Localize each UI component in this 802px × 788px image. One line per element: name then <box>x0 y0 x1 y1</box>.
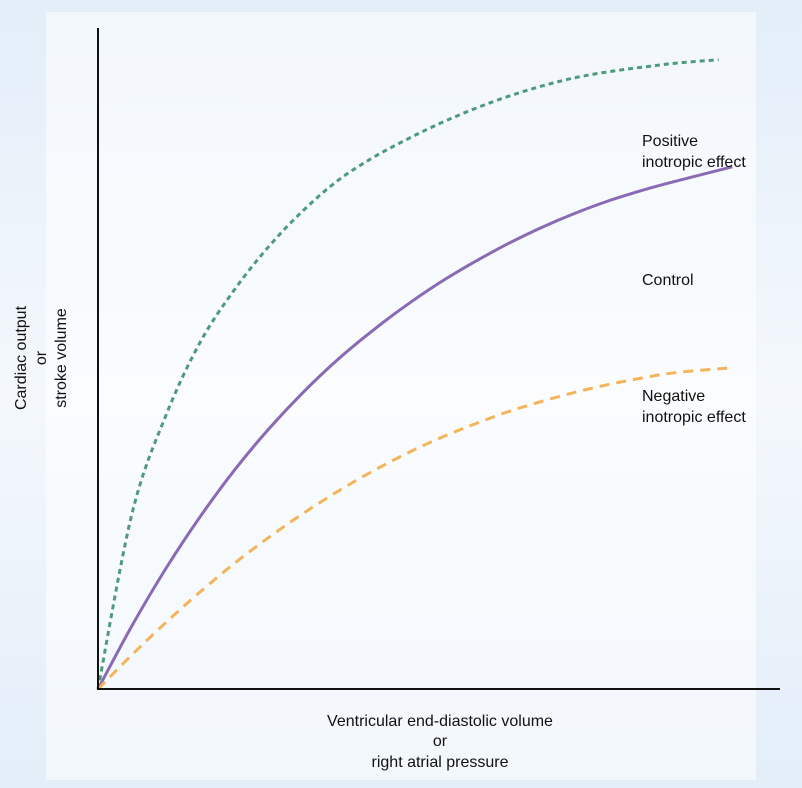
x-axis-label: Ventricular end-diastolic volume or righ… <box>327 713 553 771</box>
plot-panel <box>46 12 756 780</box>
series-layer <box>96 58 733 691</box>
x-axis-label-line-3: right atrial pressure <box>372 754 509 771</box>
series-label-negative-line-1: Negative <box>642 388 705 405</box>
series-label-control: Control <box>642 272 694 289</box>
series-label-positive-line-1: Positive <box>642 133 698 150</box>
y-axis-label-line-1: Cardiac output <box>13 305 30 410</box>
y-axis-label: Cardiac output or stroke volume <box>13 305 70 410</box>
series-label-negative: Negative inotropic effect <box>642 388 746 426</box>
series-label-positive: Positive inotropic effect <box>642 133 746 171</box>
series-line-control <box>96 165 733 690</box>
series-label-control-line-1: Control <box>642 272 694 289</box>
y-axis-label-line-3: stroke volume <box>53 308 70 408</box>
x-axis-label-line-2: or <box>433 733 448 750</box>
x-axis-label-line-1: Ventricular end-diastolic volume <box>327 713 553 730</box>
series-label-negative-line-2: inotropic effect <box>642 409 746 426</box>
series-label-positive-line-2: inotropic effect <box>642 154 746 171</box>
y-axis-label-line-2: or <box>33 350 50 365</box>
series-line-positive-inotropic-effect <box>96 58 719 690</box>
series-line-negative-inotropic-effect <box>96 366 733 691</box>
